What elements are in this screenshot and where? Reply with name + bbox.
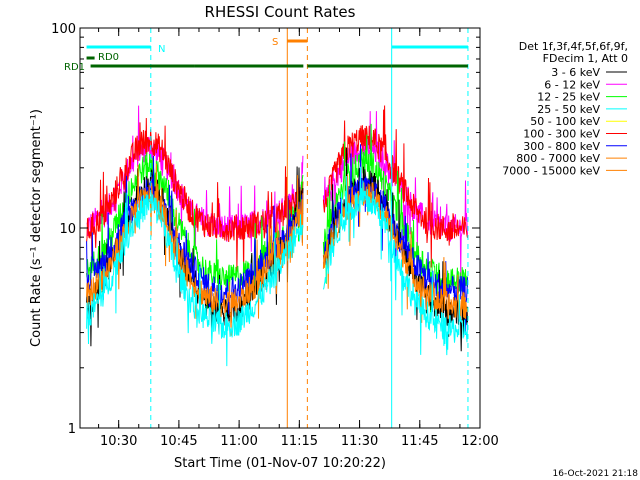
legend-label-8: 800 - 7000 keV <box>516 152 600 165</box>
x-tick-label-7: 12:00 <box>461 434 498 449</box>
x-tick-label-6: 11:45 <box>401 434 438 449</box>
series-100-300-kev-seg2 <box>322 105 468 268</box>
legend-label-9: 7000 - 15000 keV <box>502 164 600 177</box>
series-800-7000-kev-seg1 <box>86 163 304 336</box>
legend-label-6: 100 - 300 keV <box>523 128 600 141</box>
legend-label-7: 300 - 800 keV <box>523 140 600 153</box>
x-tick-label-4: 11:15 <box>281 434 318 449</box>
plot-area <box>86 105 468 367</box>
x-tick-label-5: 11:30 <box>341 434 378 449</box>
status-label-n: N <box>158 44 165 55</box>
status-bars: N RD0 RD1 S <box>64 37 468 73</box>
series-800-7000-kev-seg2 <box>322 174 468 329</box>
y-tick-label-2: 10 <box>59 222 76 237</box>
x-tick-label-1: 10:30 <box>100 434 137 449</box>
series-25-50-kev-seg2 <box>322 166 468 356</box>
legend-label-1: 3 - 6 keV <box>551 66 600 79</box>
y-tick-label-3: 100 <box>51 22 76 37</box>
y-tick-label-1: 1 <box>68 422 76 437</box>
timestamp-stamp: 16-Oct-2021 21:18 <box>553 469 639 479</box>
legend-label-2: 6 - 12 keV <box>544 78 600 91</box>
x-axis-title: Start Time (01-Nov-07 10:20:22) <box>174 456 386 471</box>
chart-title: RHESSI Count Rates <box>205 3 356 21</box>
legend-header-2: FDecim 1, Att 0 <box>543 52 628 65</box>
status-label-rd0: RD0 <box>98 52 119 63</box>
series-25-50-kev-seg1 <box>86 192 304 367</box>
legend-label-4: 25 - 50 keV <box>537 103 600 116</box>
x-tick-label-2: 10:45 <box>160 434 197 449</box>
y-axis-title: Count Rate (s⁻¹ detector segment⁻¹) <box>29 109 44 347</box>
status-label-rd1: RD1 <box>64 62 85 73</box>
x-tick-label-3: 11:00 <box>220 434 257 449</box>
legend: Det 1f,3f,4f,5f,6f,9f,FDecim 1, Att 03 -… <box>502 40 628 177</box>
legend-label-5: 50 - 100 keV <box>530 115 600 128</box>
legend-header-1: Det 1f,3f,4f,5f,6f,9f, <box>519 40 628 53</box>
status-label-s: S <box>272 37 278 48</box>
time-markers <box>150 28 469 428</box>
legend-label-3: 12 - 25 keV <box>537 91 600 104</box>
axes: 10:30 10:45 11:00 11:15 11:30 11:45 12:00 1 10 10… <box>51 22 499 449</box>
